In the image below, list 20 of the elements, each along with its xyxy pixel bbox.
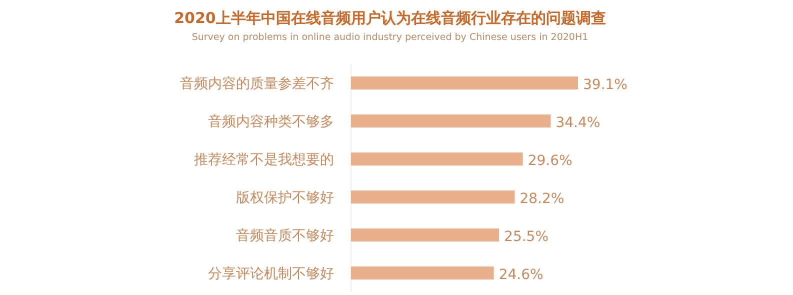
y-tick-label: 推荐经常不是我想要的: [194, 152, 334, 168]
data-label: 25.5%: [504, 229, 549, 245]
data-label: 28.2%: [520, 191, 564, 207]
chart-title: 2020上半年中国在线音频用户认为在线音频行业存在的问题调查: [174, 9, 606, 27]
y-tick-label: 音频音质不够好: [236, 228, 334, 244]
bar: [351, 228, 500, 242]
data-label: 39.1%: [583, 77, 628, 93]
bar: [351, 114, 551, 128]
data-label: 34.4%: [556, 115, 600, 131]
y-tick-label: 版权保护不够好: [236, 190, 334, 206]
bar: [351, 76, 578, 90]
y-tick-label: 分享评论机制不够好: [208, 266, 334, 282]
y-tick-label: 音频内容的质量参差不齐: [180, 76, 334, 92]
bar: [351, 190, 515, 204]
bar: [351, 152, 523, 166]
chart-subtitle: Survey on problems in online audio industry perceived by Chinese users in 2020H1: [192, 32, 588, 43]
bar: [351, 266, 494, 280]
data-label: 29.6%: [528, 153, 572, 169]
y-tick-label: 音频内容种类不够多: [208, 114, 334, 130]
data-label: 24.6%: [498, 267, 544, 283]
